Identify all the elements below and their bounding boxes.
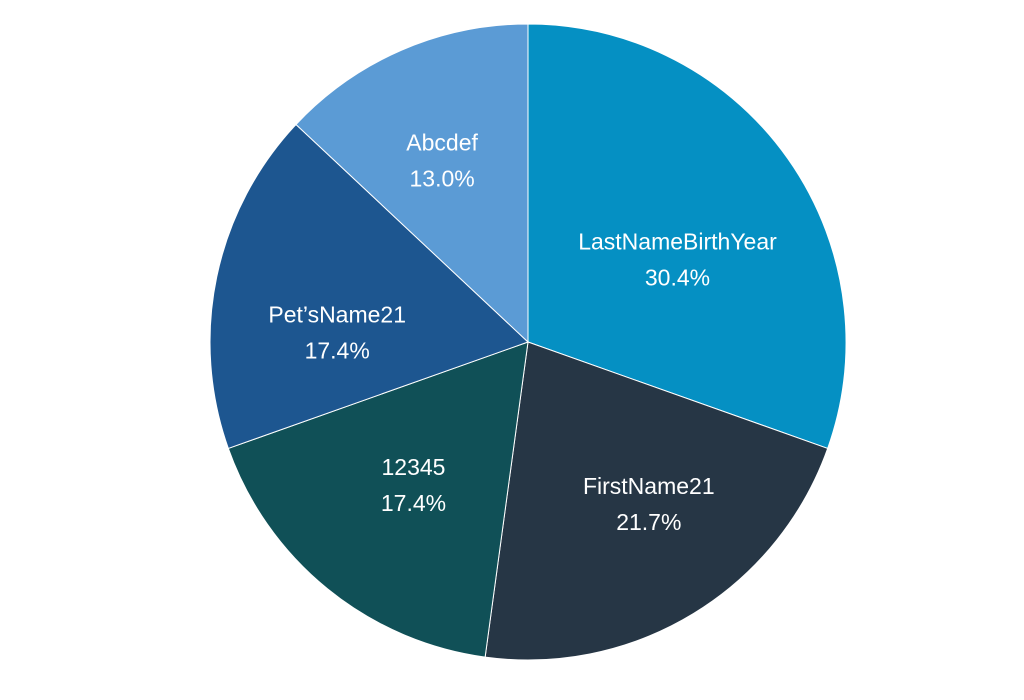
- pie-slice-1: [484, 341, 829, 661]
- slice-label-4: Abcdef 13.0%: [406, 130, 478, 192]
- labels-layer: LastNameBirthYear 30.4% FirstName21 21.7% 12…: [268, 130, 777, 536]
- pie-slice-4: [295, 23, 529, 344]
- pie-slice-3: [209, 123, 529, 450]
- slice-category-label: Abcdef: [406, 130, 478, 156]
- slice-label-2: 12345 17.4%: [381, 454, 446, 516]
- slice-percent-label: 17.4%: [381, 490, 446, 516]
- slice-category-label: LastNameBirthYear: [578, 228, 777, 254]
- slice-label-1: FirstName21 21.7%: [583, 473, 715, 535]
- slice-category-label: 12345: [382, 454, 446, 480]
- slice-label-3: Pet’sName21 17.4%: [268, 302, 406, 364]
- slice-percent-label: 30.4%: [645, 264, 710, 290]
- pie-slice-2: [227, 341, 529, 658]
- slice-label-0: LastNameBirthYear 30.4%: [578, 228, 777, 290]
- pie-slice-0: [527, 23, 847, 450]
- slice-category-label: FirstName21: [583, 473, 715, 499]
- slice-percent-label: 21.7%: [616, 509, 681, 535]
- slices-layer: [209, 23, 847, 661]
- slice-category-label: Pet’sName21: [268, 302, 406, 328]
- slice-percent-label: 13.0%: [409, 166, 474, 192]
- slice-percent-label: 17.4%: [305, 338, 370, 364]
